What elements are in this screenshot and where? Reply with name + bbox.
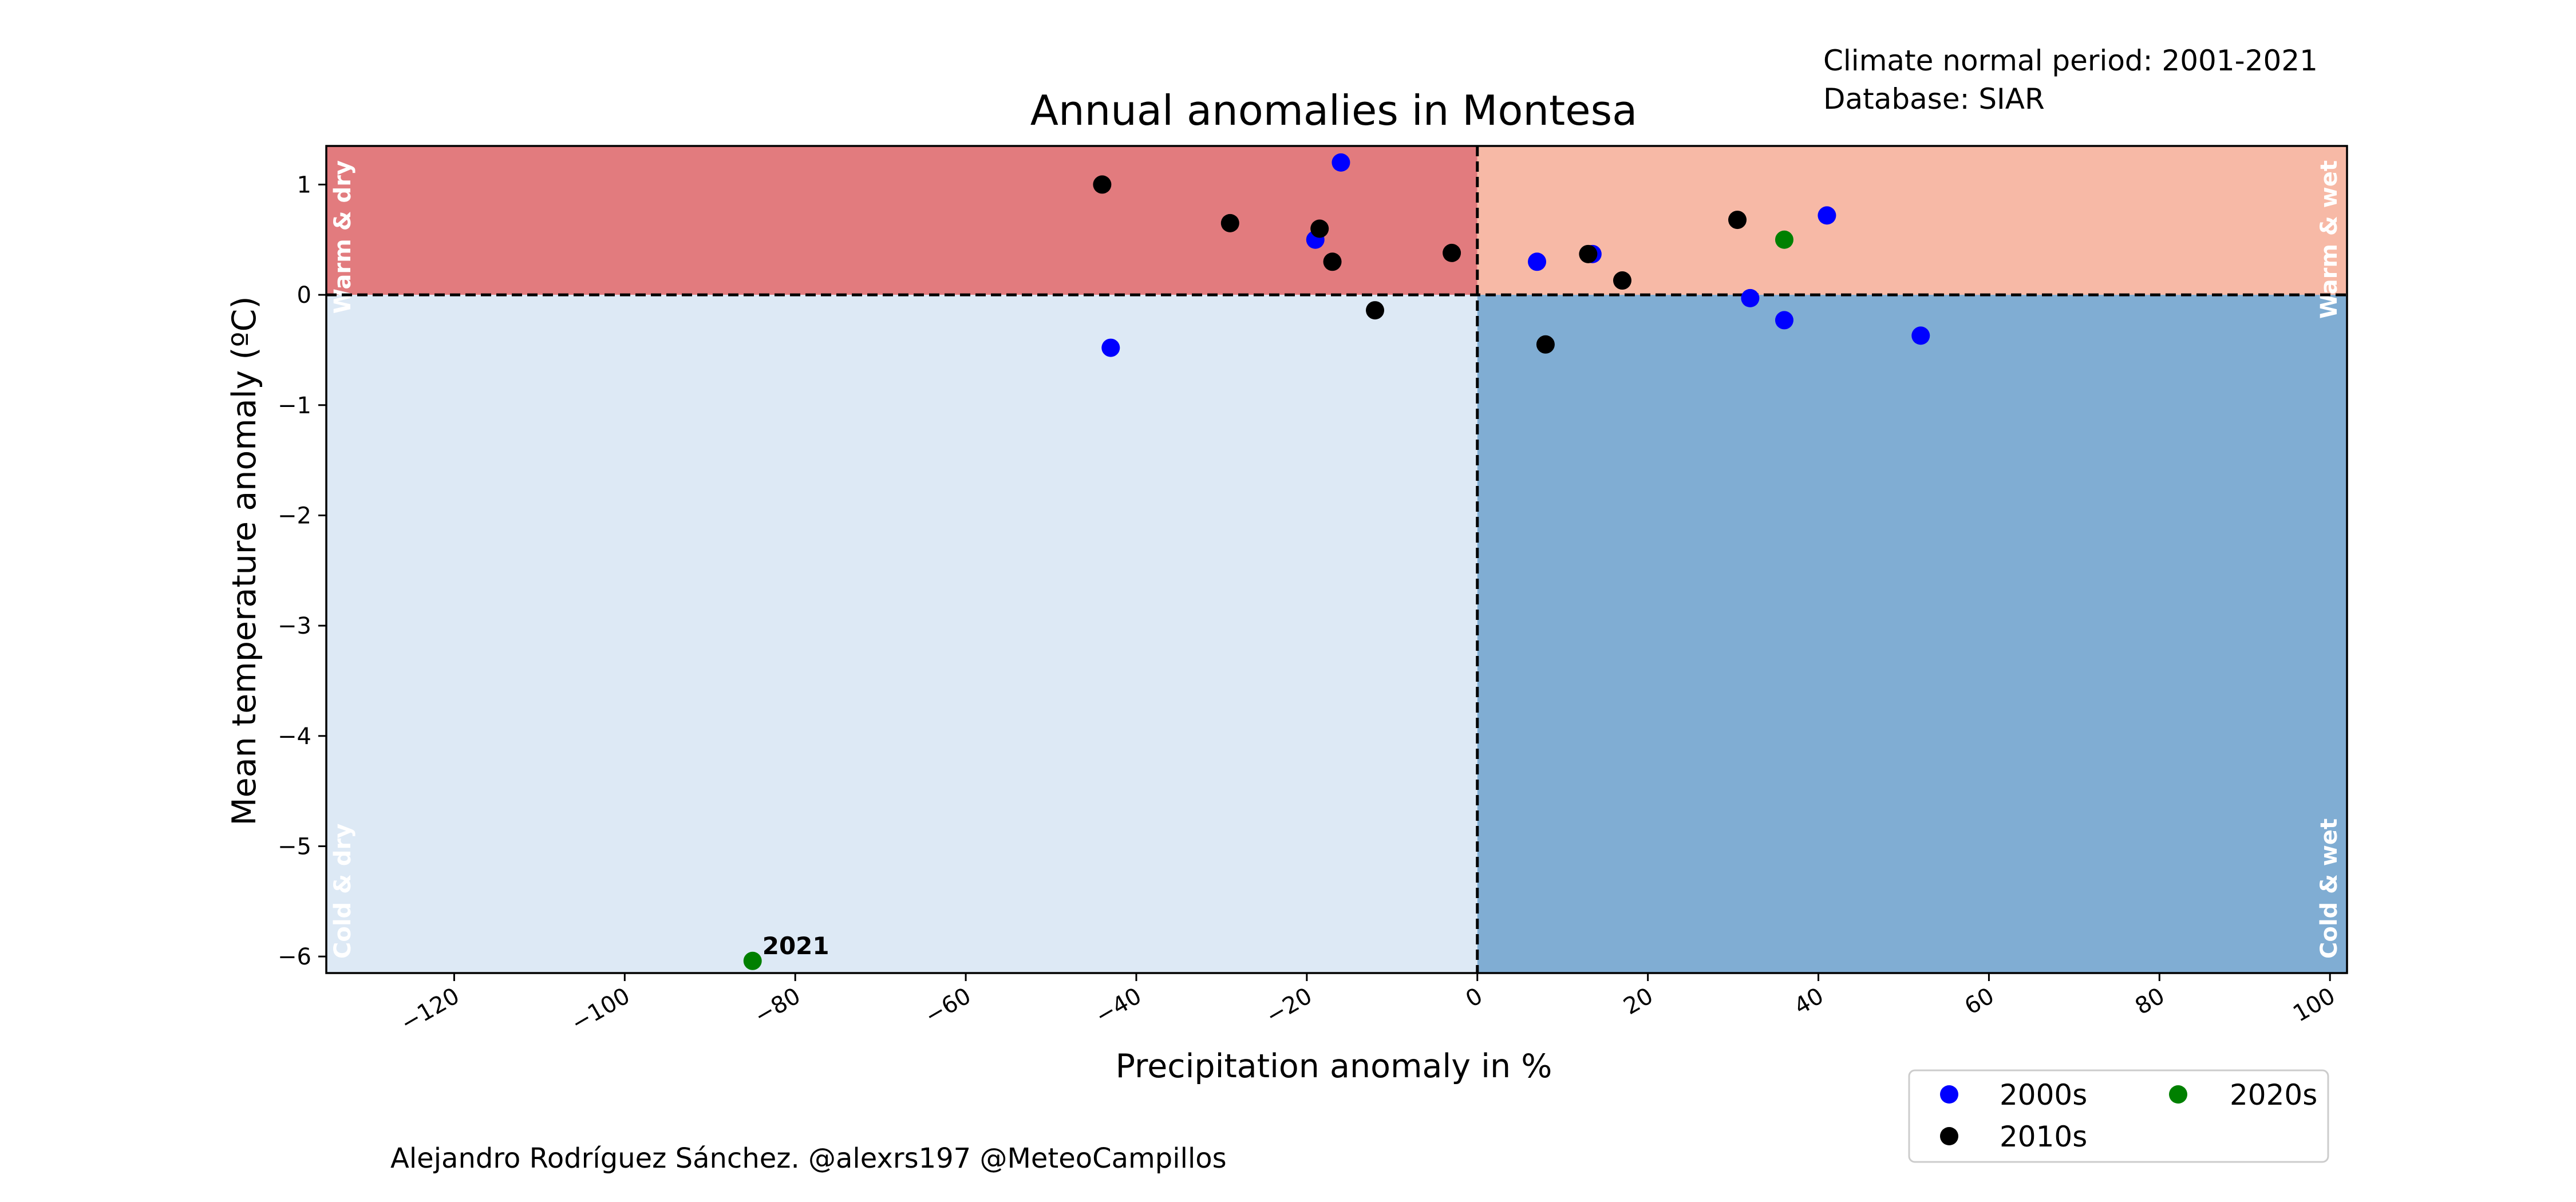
point-2010s-2 [1310, 219, 1329, 238]
x-tick-label: 60 [1960, 983, 1998, 1020]
x-tick-label: 100 [2289, 983, 2340, 1027]
y-tick-label: −6 [278, 944, 311, 970]
y-tick-label: 0 [297, 282, 311, 309]
x-axis-ticks: −120 −100 −80 −60 −40 −20 0 20 40 60 80 100 [396, 973, 2340, 1037]
point-2020s-1 [743, 951, 762, 970]
point-2000s-2 [1101, 338, 1120, 357]
legend-label-2000s: 2000s [2000, 1078, 2087, 1112]
point-2020s-0 [1775, 230, 1793, 249]
legend-box [1908, 1069, 2329, 1163]
quadrant-cold-wet [1477, 295, 2347, 973]
info-database: Database: SIAR [1823, 82, 2045, 116]
x-tick-label: −80 [750, 983, 805, 1030]
legend-marker-2020s [2169, 1085, 2187, 1104]
y-tick-label: 1 [297, 172, 311, 198]
quadrant-label-cold-dry: Cold & dry [330, 824, 356, 959]
x-tick-label: −60 [920, 983, 975, 1030]
x-tick-label: −20 [1262, 983, 1317, 1030]
legend-marker-2010s [1940, 1127, 1958, 1145]
plot-frame [325, 145, 2348, 974]
point-2010s-1 [1220, 213, 1239, 232]
point-2010s-4 [1366, 301, 1385, 320]
quadrant-label-warm-dry: Warm & dry [330, 160, 356, 314]
quadrant-warm-wet [1477, 146, 2347, 295]
quadrant-backgrounds [326, 146, 2347, 973]
quadrant-label-cold-wet: Cold & wet [2316, 819, 2342, 959]
x-tick-label: 0 [1461, 983, 1487, 1013]
point-2010s-9 [1728, 211, 1747, 230]
point-label: 2021 [762, 932, 829, 960]
y-tick-label: −4 [278, 723, 311, 750]
point-2000s-3 [1528, 252, 1547, 271]
legend: 2000s 2010s 2020s [1908, 1069, 2329, 1163]
x-axis-label: Precipitation anomaly in % [1116, 1047, 1552, 1085]
y-tick-label: −1 [278, 393, 311, 419]
x-tick-label: −40 [1091, 983, 1146, 1030]
legend-label-2020s: 2020s [2230, 1078, 2317, 1112]
quadrant-cold-dry [326, 295, 1477, 973]
legend-label-2010s: 2010s [2000, 1120, 2087, 1153]
legend-marker-2000s [1940, 1085, 1958, 1104]
point-2000s-6 [1741, 288, 1760, 307]
plot-border [325, 145, 2348, 974]
data-points: 2021 [743, 153, 1930, 970]
point-2000s-7 [1775, 311, 1793, 330]
point-2000s-5 [1818, 206, 1836, 225]
credit-text: Alejandro Rodríguez Sánchez. @alexrs197 … [390, 1142, 1227, 1175]
point-2010s-8 [1613, 271, 1631, 290]
quadrant-labels: Warm & dry Cold & dry Warm & wet Cold & wet [330, 160, 2342, 959]
x-tick-label: 20 [1619, 983, 1658, 1020]
x-tick-label: −100 [567, 983, 634, 1037]
y-axis-ticks: 1 0 −1 −2 −3 −4 −5 −6 [278, 172, 326, 970]
point-2010s-6 [1536, 335, 1555, 354]
y-tick-label: −3 [278, 613, 311, 639]
chart-title: Annual anomalies in Montesa [1030, 86, 1637, 135]
point-2010s-0 [1093, 175, 1112, 194]
x-tick-label: 80 [2131, 983, 2169, 1020]
info-period: Climate normal period: 2001-2021 [1823, 44, 2318, 77]
x-tick-label: −120 [396, 983, 464, 1037]
quadrant-warm-dry [326, 146, 1477, 295]
x-tick-label: 40 [1789, 983, 1828, 1020]
point-2010s-7 [1579, 244, 1598, 263]
y-axis-label: Mean temperature anomaly (ºC) [226, 296, 263, 825]
point-2000s-0 [1332, 153, 1350, 172]
y-tick-label: −5 [278, 833, 311, 860]
y-tick-label: −2 [278, 503, 311, 529]
point-2010s-3 [1323, 252, 1342, 271]
zero-lines [326, 146, 2347, 973]
point-2010s-5 [1443, 243, 1461, 262]
point-2000s-8 [1911, 326, 1930, 345]
quadrant-label-warm-wet: Warm & wet [2316, 160, 2342, 319]
